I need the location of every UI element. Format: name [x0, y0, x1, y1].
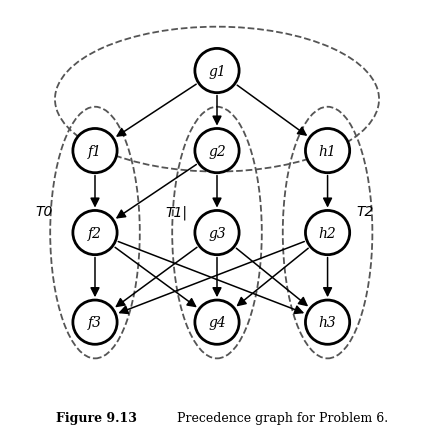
Text: g3: g3 [208, 226, 226, 240]
Text: g2: g2 [208, 144, 226, 158]
Text: Precedence graph for Problem 6.: Precedence graph for Problem 6. [161, 411, 388, 424]
Text: h1: h1 [319, 144, 336, 158]
Circle shape [195, 300, 239, 344]
Circle shape [306, 300, 350, 344]
Text: g4: g4 [208, 316, 226, 329]
Text: f2: f2 [88, 226, 102, 240]
Circle shape [73, 129, 117, 173]
Circle shape [195, 49, 239, 93]
Text: T1|: T1| [165, 205, 187, 219]
Circle shape [73, 211, 117, 255]
Circle shape [195, 129, 239, 173]
Circle shape [73, 300, 117, 344]
Text: h2: h2 [319, 226, 336, 240]
Circle shape [306, 211, 350, 255]
Text: h3: h3 [319, 316, 336, 329]
Text: f1: f1 [88, 144, 102, 158]
Circle shape [195, 211, 239, 255]
Text: T0: T0 [36, 205, 53, 219]
Text: f3: f3 [88, 316, 102, 329]
Text: T2: T2 [356, 205, 374, 219]
Circle shape [306, 129, 350, 173]
Text: g1: g1 [208, 64, 226, 78]
Text: Figure 9.13: Figure 9.13 [56, 411, 137, 424]
